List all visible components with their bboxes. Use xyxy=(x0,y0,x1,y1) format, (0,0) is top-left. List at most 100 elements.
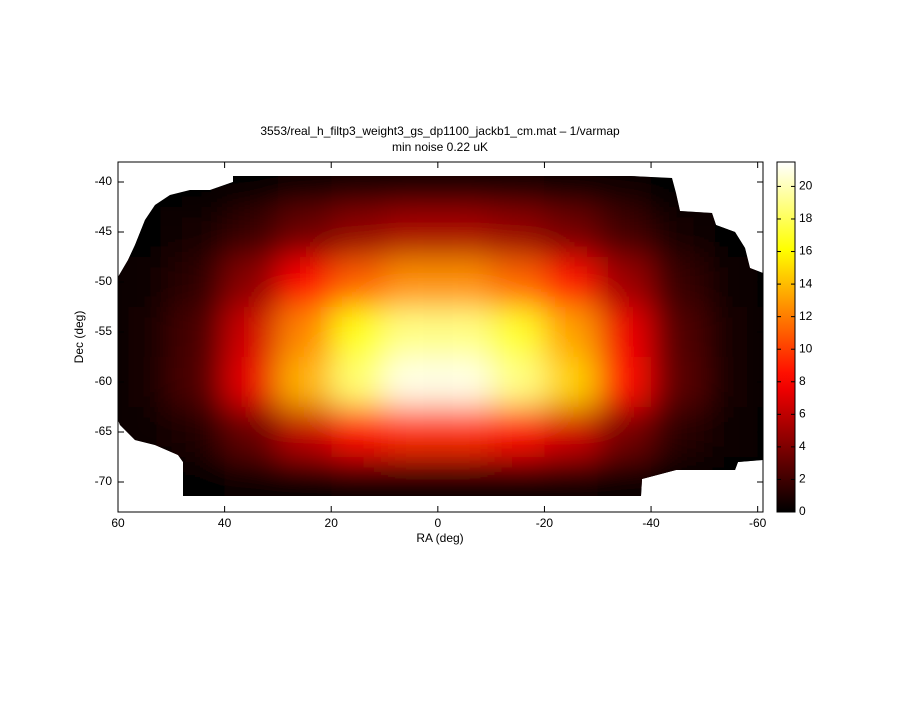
y-tick-label: -55 xyxy=(95,324,113,338)
heatmap-cell xyxy=(651,207,705,257)
heatmap-cell xyxy=(437,257,492,307)
colorbar-tick-label: 8 xyxy=(799,374,806,388)
heatmap-cell xyxy=(437,176,492,207)
heatmap-cell xyxy=(277,357,332,407)
colorbar-tick-label: 16 xyxy=(799,244,813,258)
y-tick-label: -50 xyxy=(95,274,113,288)
heatmap-cell xyxy=(277,257,332,307)
heatmap-cell xyxy=(331,307,385,357)
heatmap-cell xyxy=(384,257,438,307)
heatmap-cell xyxy=(331,257,385,307)
heatmap-cell xyxy=(491,307,545,357)
heatmap-cell xyxy=(704,307,758,357)
heatmap-cell xyxy=(384,407,438,457)
heatmap-cell xyxy=(224,407,278,457)
heatmap-cell xyxy=(384,357,438,407)
heatmap-cell xyxy=(437,457,492,496)
heatmap-cell xyxy=(544,176,598,207)
heatmap-cell xyxy=(704,457,758,496)
heatmap-cell xyxy=(171,457,225,496)
y-tick-label: -60 xyxy=(95,374,113,388)
y-tick-label: -40 xyxy=(95,174,113,188)
heatmap-cells xyxy=(118,176,758,496)
heatmap-cell xyxy=(491,176,545,207)
heatmap-cell xyxy=(384,457,438,496)
heatmap-cell xyxy=(277,407,332,457)
heatmap-cell xyxy=(118,207,172,257)
heatmap-cell xyxy=(224,457,278,496)
heatmap-cell xyxy=(171,257,225,307)
heatmap-cell xyxy=(544,257,598,307)
x-tick-label: -40 xyxy=(642,516,660,530)
heatmap-cell xyxy=(491,257,545,307)
heatmap-cell xyxy=(331,407,385,457)
heatmap-cell xyxy=(224,207,278,257)
x-tick-label: -60 xyxy=(749,516,767,530)
y-axis-label: Dec (deg) xyxy=(72,311,86,364)
heatmap-cell xyxy=(118,407,172,457)
y-tick-label: -45 xyxy=(95,224,113,238)
heatmap-cell xyxy=(544,457,598,496)
heatmap-cell xyxy=(224,357,278,407)
heatmap-cell xyxy=(437,207,492,257)
chart-subtitle: min noise 0.22 uK xyxy=(392,140,488,154)
heatmap-cell xyxy=(437,357,492,407)
colorbar xyxy=(776,161,796,513)
heatmap-cell xyxy=(651,407,705,457)
heatmap-cell xyxy=(118,257,172,307)
x-tick-label: 20 xyxy=(325,516,339,530)
heatmap-cell xyxy=(437,407,492,457)
x-axis-label: RA (deg) xyxy=(416,531,463,545)
heatmap-cell xyxy=(651,307,705,357)
colorbar-tick-label: 12 xyxy=(799,309,813,323)
colorbar-tick-label: 2 xyxy=(799,472,806,486)
heatmap-cell xyxy=(384,207,438,257)
map-area xyxy=(118,176,763,496)
heatmap-cell xyxy=(331,207,385,257)
colorbar-tick-label: 10 xyxy=(799,341,813,355)
heatmap-cell xyxy=(437,307,492,357)
heatmap-cell xyxy=(224,176,278,207)
heatmap-cell xyxy=(597,207,652,257)
heatmap-cell xyxy=(491,207,545,257)
x-tick-label: 40 xyxy=(218,516,232,530)
axes-frame xyxy=(117,161,764,513)
heatmap-cell xyxy=(384,176,438,207)
colorbar-tick-label: 0 xyxy=(799,504,806,518)
heatmap-cell xyxy=(171,357,225,407)
heatmap-cell xyxy=(597,176,652,207)
heatmap-cell xyxy=(277,307,332,357)
colorbar-tick-label: 4 xyxy=(799,439,806,453)
colorbar-tick-label: 20 xyxy=(799,179,813,193)
heatmap-cell xyxy=(331,176,385,207)
heatmap-cell xyxy=(651,257,705,307)
heatmap-cell xyxy=(171,307,225,357)
heatmap-cell xyxy=(171,207,225,257)
heatmap-cell xyxy=(597,357,652,407)
heatmap-cell xyxy=(544,357,598,407)
heatmap-cell xyxy=(597,407,652,457)
heatmap-cell xyxy=(331,457,385,496)
heatmap-cell xyxy=(491,407,545,457)
x-tick-label: 60 xyxy=(111,516,125,530)
heatmap-cell xyxy=(224,307,278,357)
heatmap-cell xyxy=(491,457,545,496)
heatmap-cell xyxy=(597,257,652,307)
heatmap-cell xyxy=(277,207,332,257)
heatmap-cell xyxy=(277,176,332,207)
heatmap-cell xyxy=(544,207,598,257)
colorbar-tick-label: 18 xyxy=(799,211,813,225)
colorbar-tick-label: 14 xyxy=(799,276,813,290)
heatmap-cell xyxy=(597,457,652,496)
heatmap-cell xyxy=(118,307,172,357)
heatmap-cell xyxy=(704,257,758,307)
y-tick-label: -70 xyxy=(95,474,113,488)
heatmap-cell xyxy=(704,207,758,257)
chart-title: 3553/real_h_filtp3_weight3_gs_dp1100_jac… xyxy=(260,124,620,138)
x-tick-label: 0 xyxy=(434,516,441,530)
heatmap-cell xyxy=(224,257,278,307)
heatmap-cell xyxy=(544,407,598,457)
heatmap-cell xyxy=(651,457,705,496)
heatmap-cell xyxy=(331,357,385,407)
